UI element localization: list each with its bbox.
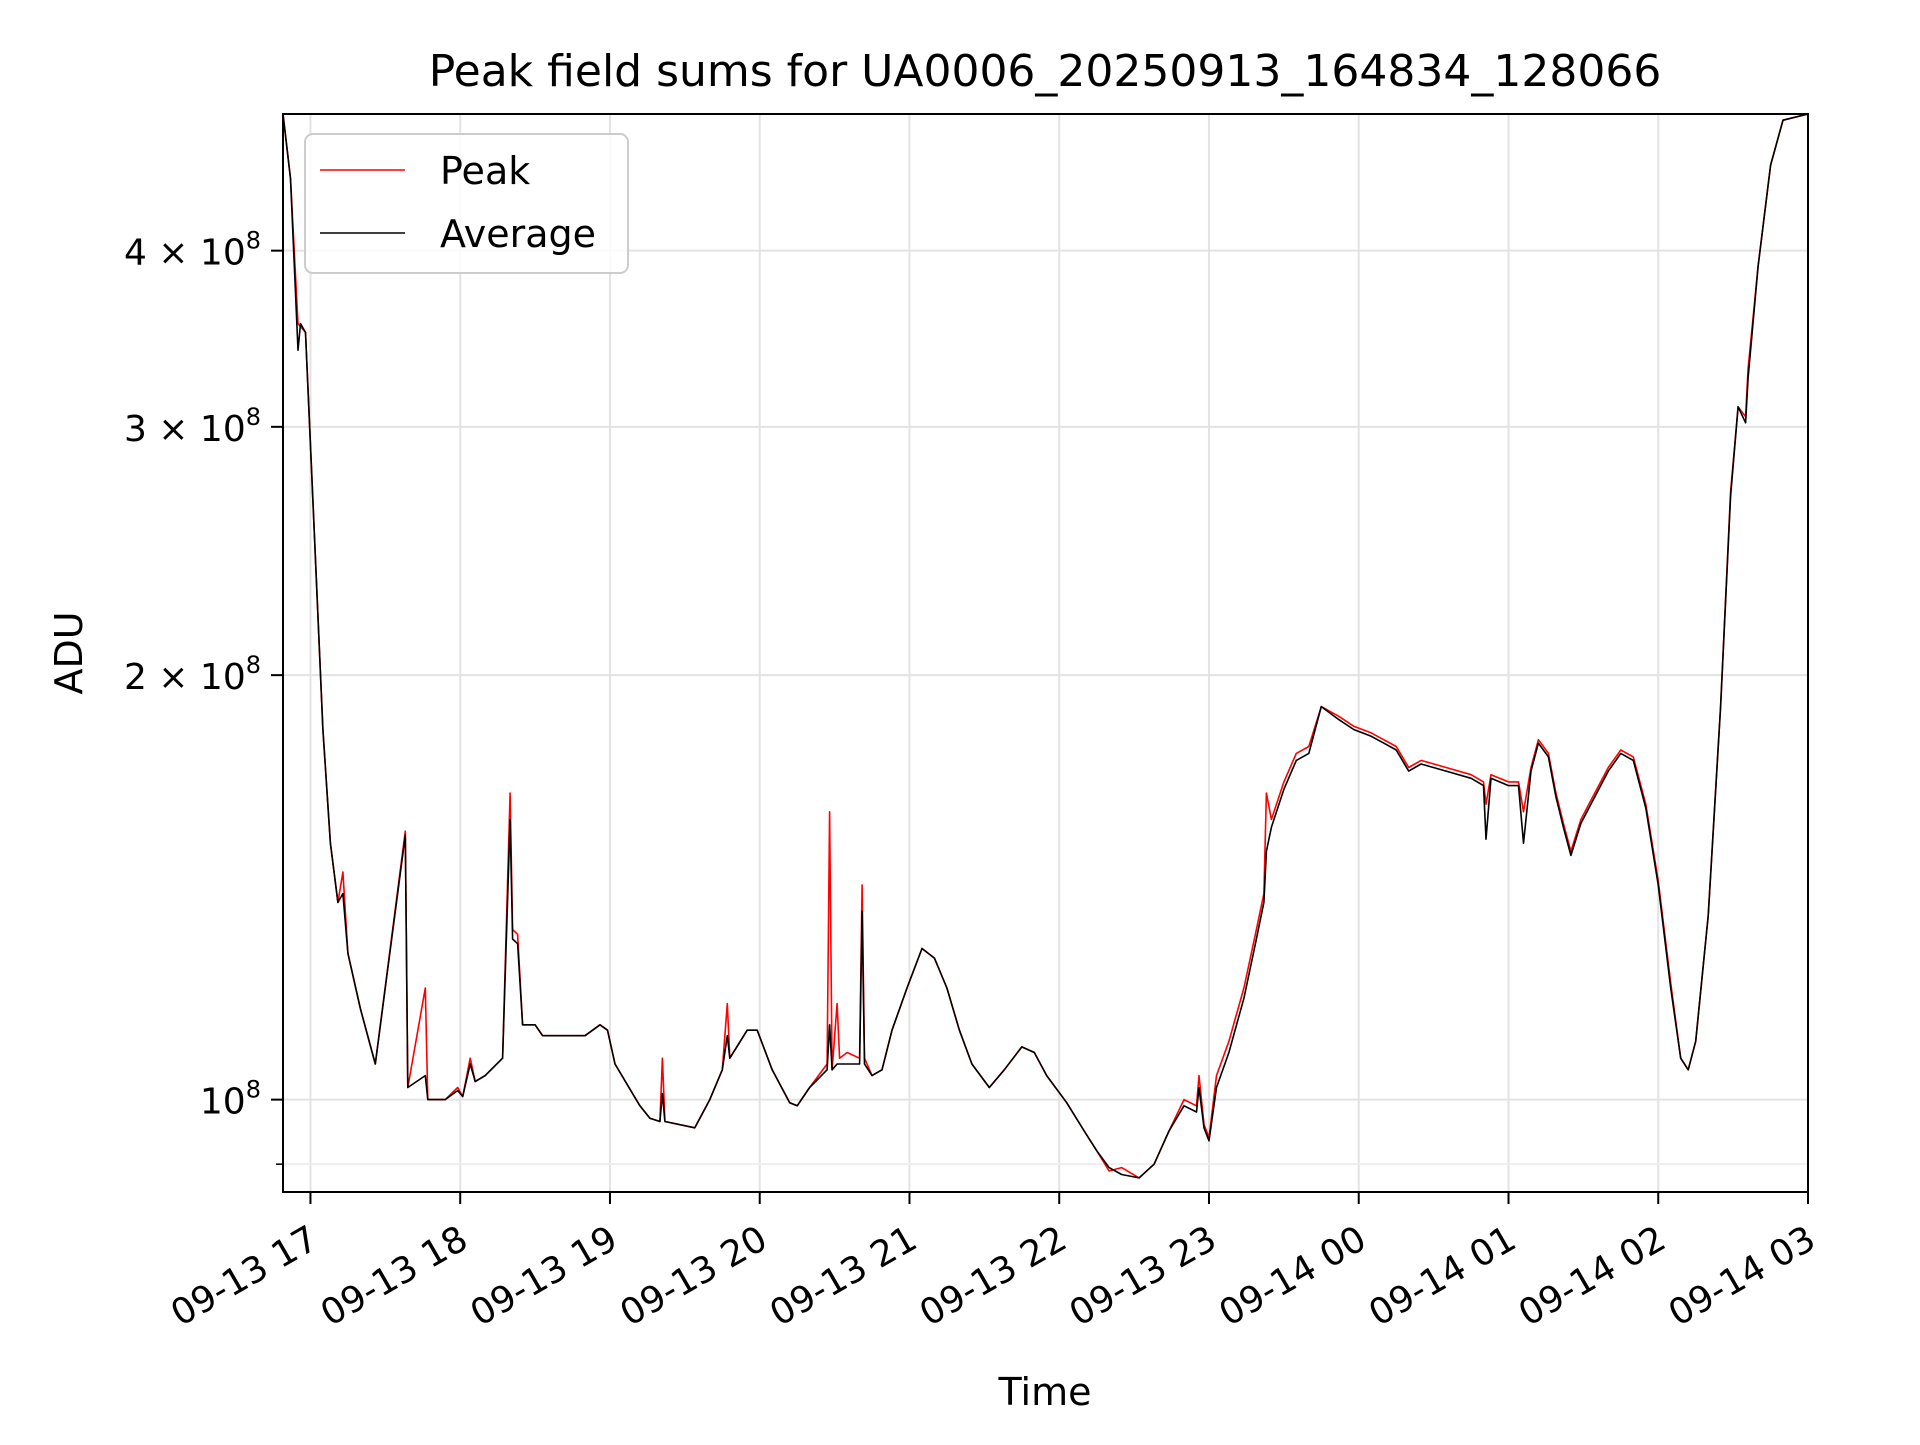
legend-frame [304,133,629,274]
legend-label-peak: Peak [440,149,530,193]
series-line-average [282,113,1809,1179]
plot-frame [282,113,1809,1193]
chart-title: Peak field sums for UA0006_20250913_1648… [429,46,1662,97]
y-axis-ticks: 108 2 × 108 3 × 108 4 × 108 [124,227,283,1165]
y-tick-label: 108 [200,1076,261,1123]
legend-label-average: Average [440,212,596,256]
y-tick-label: 3 × 108 [124,403,261,450]
y-axis-label: ADU [47,611,91,694]
y-tick-label: 2 × 108 [124,651,261,698]
series-lines [282,113,1809,1179]
x-axis-label: Time [998,1370,1092,1414]
y-tick-label: 4 × 108 [124,227,261,274]
legend: Peak Average [304,133,629,274]
